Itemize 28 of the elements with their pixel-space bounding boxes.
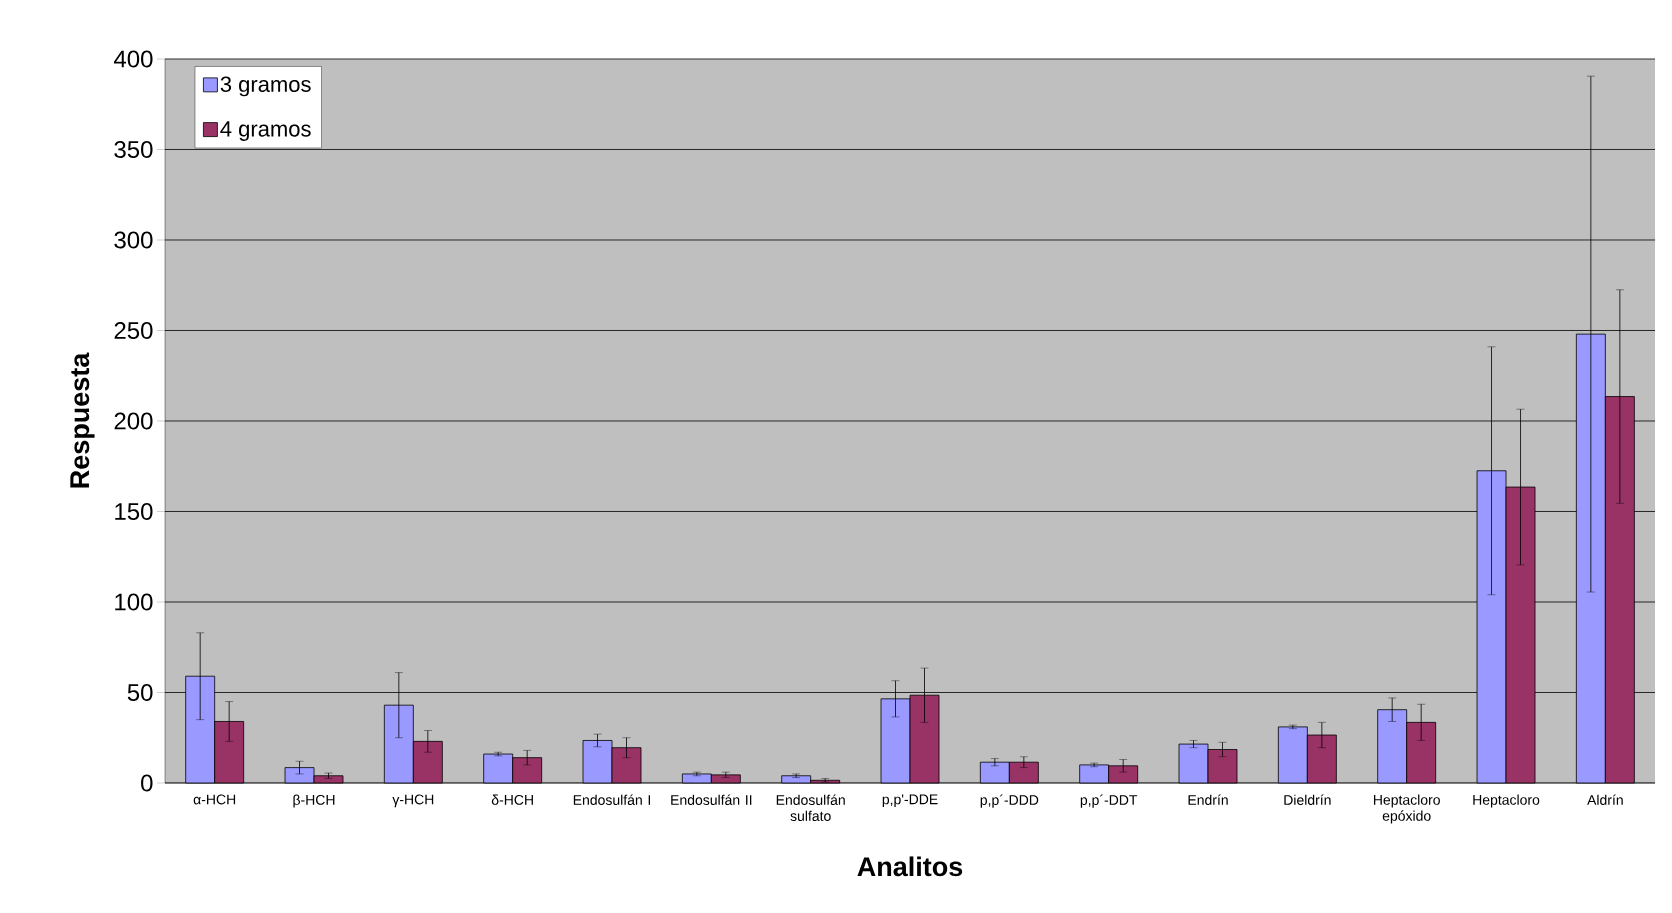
y-tick-label: 350: [114, 141, 153, 158]
y-axis-title: Respuesta: [70, 352, 95, 488]
y-tick-label: 400: [113, 50, 153, 68]
x-tick-label: Dieldrín: [1284, 794, 1331, 805]
y-tick-label: 250: [114, 322, 153, 339]
y-tick-label: 50: [127, 684, 153, 701]
x-axis-title: Analitos: [857, 856, 963, 877]
x-tick-label: p,p´-DDT: [1080, 794, 1138, 808]
x-tick-label: δ-HCH: [491, 794, 533, 805]
x-tick-label: p,p'-DDE: [882, 794, 938, 808]
y-tick-label: 0: [141, 774, 153, 792]
x-tick-label: Endosulfán sulfato: [776, 794, 845, 821]
x-tick-label: Heptacloro: [1473, 794, 1540, 808]
legend-label: 3 gramos: [220, 76, 311, 97]
y-tick-label: 200: [114, 412, 153, 430]
x-tick-label: α-HCH: [193, 794, 236, 805]
x-tick-label: Endosulfán I: [573, 794, 651, 805]
x-tick-label: Endosulfán II: [671, 794, 752, 805]
y-tick-label: 100: [115, 593, 153, 611]
x-tick-label: Aldrín: [1587, 794, 1623, 805]
legend-label: 4 gramos: [220, 121, 311, 141]
y-tick-label: 150: [115, 503, 153, 520]
x-tick-label: p,p´-DDD: [980, 794, 1039, 808]
x-tick-label: γ-HCH: [392, 794, 434, 808]
x-tick-label: β-HCH: [293, 794, 335, 808]
x-tick-label: Endrín: [1188, 794, 1228, 805]
y-tick-label: 300: [114, 231, 153, 249]
x-tick-label: Heptacloro epóxido: [1373, 794, 1440, 824]
